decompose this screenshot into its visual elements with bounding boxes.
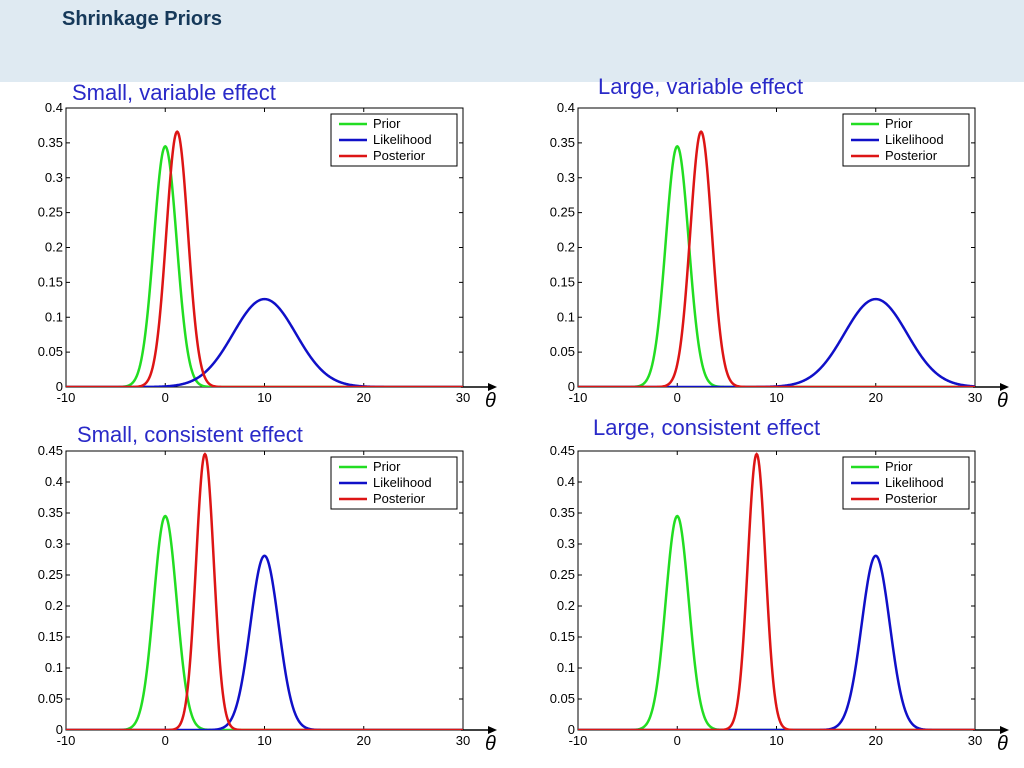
legend-entry: Prior xyxy=(373,116,401,131)
slide-title: Shrinkage Priors xyxy=(62,8,223,30)
x-tick-label: 20 xyxy=(869,733,883,748)
y-tick-label: 0.4 xyxy=(45,100,63,115)
chart-small-variable: 00.050.10.150.20.250.30.350.4-10 0 10 20 30 θ… xyxy=(38,100,497,412)
header-band xyxy=(0,0,1024,82)
arrowhead-icon xyxy=(488,383,497,391)
x-axis-label: θ xyxy=(485,390,496,412)
y-tick-label: 0.3 xyxy=(557,170,575,185)
x-axis-label: θ xyxy=(997,733,1008,755)
y-tick-label: 0.4 xyxy=(557,100,575,115)
y-tick-label: 0.2 xyxy=(45,598,63,613)
y-tick-label: 0.35 xyxy=(38,135,63,150)
chart-large-consistent: 00.050.10.150.20.250.30.350.40.45-10 0 10 2… xyxy=(550,443,1009,755)
x-tick-label: 30 xyxy=(456,733,470,748)
y-tick-label: 0.2 xyxy=(557,598,575,613)
chart-title-large-consistent: Large, consistent effect xyxy=(593,415,821,440)
y-tick-label: 0.25 xyxy=(550,205,575,220)
legend-entry: Likelihood xyxy=(885,475,944,490)
series-line-prior xyxy=(66,144,463,387)
y-tick-label: 0.05 xyxy=(38,691,63,706)
y-tick-label: 0.3 xyxy=(557,536,575,551)
legend-entry: Prior xyxy=(885,459,913,474)
x-tick-label: 20 xyxy=(357,733,371,748)
legend-entry: Posterior xyxy=(885,491,938,506)
x-tick-label: 30 xyxy=(968,733,982,748)
y-tick-label: 0.4 xyxy=(45,474,63,489)
legend-entry: Likelihood xyxy=(373,132,432,147)
y-tick-label: 0.45 xyxy=(38,443,63,458)
x-tick-label: -10 xyxy=(569,733,588,748)
y-tick-label: 0.15 xyxy=(550,274,575,289)
y-tick-label: 0.25 xyxy=(38,567,63,582)
y-tick-label: 0.35 xyxy=(38,505,63,520)
arrowhead-icon xyxy=(1000,383,1009,391)
y-tick-label: 0.35 xyxy=(550,135,575,150)
y-tick-label: 0.35 xyxy=(550,505,575,520)
series-line-likelihood xyxy=(578,554,975,730)
x-tick-label: 20 xyxy=(357,390,371,405)
y-tick-label: 0.1 xyxy=(557,660,575,675)
x-axis-label: θ xyxy=(997,390,1008,412)
y-tick-label: 0.05 xyxy=(550,691,575,706)
y-tick-label: 0.15 xyxy=(38,274,63,289)
series-line-posterior xyxy=(66,130,463,387)
x-tick-label: 0 xyxy=(674,390,681,405)
y-tick-label: 0.3 xyxy=(45,536,63,551)
y-tick-label: 0.2 xyxy=(45,240,63,255)
y-tick-label: 0 xyxy=(56,379,63,394)
x-tick-label: 10 xyxy=(257,733,271,748)
chart-small-consistent: 00.050.10.150.20.250.30.350.40.45-10 0 10 2… xyxy=(38,443,497,755)
chart-title-large-variable: Large, variable effect xyxy=(598,74,804,99)
arrowhead-icon xyxy=(488,726,497,734)
y-tick-label: 0.05 xyxy=(38,344,63,359)
x-tick-label: 0 xyxy=(162,390,169,405)
y-tick-label: 0.15 xyxy=(38,629,63,644)
x-tick-label: 30 xyxy=(456,390,470,405)
x-tick-label: -10 xyxy=(569,390,588,405)
x-tick-label: 0 xyxy=(674,733,681,748)
x-tick-label: 0 xyxy=(162,733,169,748)
legend-entry: Likelihood xyxy=(373,475,432,490)
chart-title-small-variable: Small, variable effect xyxy=(72,80,276,105)
series-line-posterior xyxy=(578,452,975,730)
legend-entry: Prior xyxy=(885,116,913,131)
y-tick-label: 0.1 xyxy=(45,660,63,675)
x-tick-label: -10 xyxy=(57,390,76,405)
chart-large-variable: 00.050.10.150.20.250.30.350.4-10 0 10 20 30 θ… xyxy=(550,100,1009,412)
y-tick-label: 0.4 xyxy=(557,474,575,489)
legend-entry: Posterior xyxy=(373,491,426,506)
legend-entry: Likelihood xyxy=(885,132,944,147)
y-tick-label: 0.45 xyxy=(550,443,575,458)
chart-title-small-consistent: Small, consistent effect xyxy=(77,422,303,447)
y-tick-label: 0.25 xyxy=(550,567,575,582)
series-line-prior xyxy=(578,144,975,387)
series-line-likelihood xyxy=(66,554,463,730)
y-tick-label: 0.1 xyxy=(557,309,575,324)
y-tick-label: 0 xyxy=(568,379,575,394)
y-tick-label: 0.3 xyxy=(45,170,63,185)
x-tick-label: 10 xyxy=(257,390,271,405)
y-tick-label: 0 xyxy=(56,722,63,737)
arrowhead-icon xyxy=(1000,726,1009,734)
x-axis-label: θ xyxy=(485,733,496,755)
y-tick-label: 0 xyxy=(568,722,575,737)
x-tick-label: 10 xyxy=(769,733,783,748)
y-tick-label: 0.2 xyxy=(557,240,575,255)
y-tick-label: 0.25 xyxy=(38,205,63,220)
legend-entry: Prior xyxy=(373,459,401,474)
y-tick-label: 0.05 xyxy=(550,344,575,359)
legend-entry: Posterior xyxy=(885,148,938,163)
x-tick-label: -10 xyxy=(57,733,76,748)
x-tick-label: 20 xyxy=(869,390,883,405)
y-tick-label: 0.15 xyxy=(550,629,575,644)
x-tick-label: 30 xyxy=(968,390,982,405)
y-tick-label: 0.1 xyxy=(45,309,63,324)
series-line-prior xyxy=(578,514,975,730)
series-line-prior xyxy=(66,514,463,730)
legend-entry: Posterior xyxy=(373,148,426,163)
x-tick-label: 10 xyxy=(769,390,783,405)
